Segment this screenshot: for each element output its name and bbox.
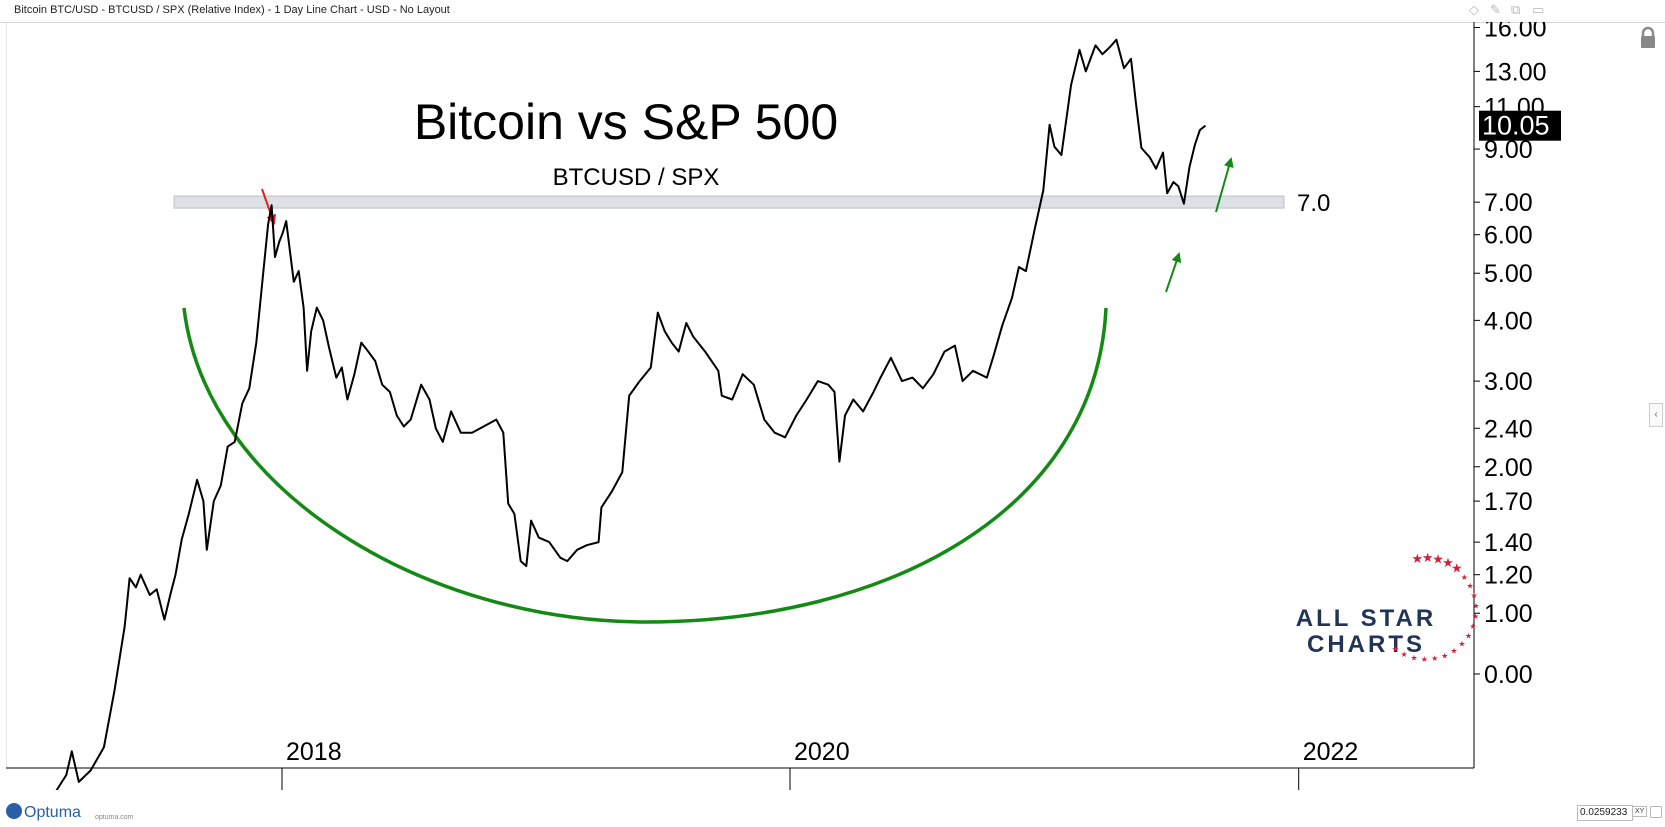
logo-star: ★ (1431, 654, 1438, 663)
optuma-brand: Optuma (6, 803, 81, 822)
logo-stars: ★★★★★★★★★★★★★★★★★★★★ (1392, 551, 1480, 664)
retest-up-arrow (1165, 252, 1182, 293)
support-band (173, 195, 1285, 209)
chart-area[interactable]: 7.0 Bitcoin vs S&P 500 BTCUSD / SPX 18.7… (6, 22, 1567, 790)
y-tick-label: 1.40 (1484, 529, 1533, 557)
price-line (55, 38, 1207, 790)
brand-name: Optuma (24, 804, 81, 821)
y-tick-label: 2.40 (1484, 415, 1533, 443)
optuma-logo-icon (6, 803, 22, 819)
logo-line1: ALL STAR (1296, 605, 1436, 632)
chart-subtitle: BTCUSD / SPX (553, 164, 720, 191)
logo-star: ★ (1450, 647, 1457, 656)
y-tick-label: 9.00 (1484, 136, 1533, 164)
y-tick-label: 6.00 (1484, 222, 1533, 250)
last-price-value: 10.05 (1482, 111, 1550, 141)
logo-star: ★ (1469, 622, 1476, 631)
x-tick-label: 2020 (794, 738, 850, 766)
lock-icon[interactable] (1638, 26, 1658, 50)
support-level-label: 7.0 (1297, 190, 1330, 217)
window-title-bar: Bitcoin BTC/USD - BTCUSD / SPX (Relative… (0, 0, 1665, 23)
logo-star: ★ (1472, 612, 1479, 621)
cursor-value-readout[interactable]: 0.0259233 (1577, 805, 1633, 821)
logo-star: ★ (1422, 551, 1434, 566)
logo-star: ★ (1432, 553, 1444, 568)
restore-icon[interactable]: ⧉ (1511, 2, 1521, 17)
logo-star: ★ (1471, 591, 1478, 600)
logo-star: ★ (1442, 556, 1454, 571)
xy-toggle-button[interactable]: XY (1632, 806, 1648, 817)
x-axis-ticks: 2018 2020 2022 (281, 738, 1359, 790)
logo-star: ★ (1421, 655, 1428, 664)
logo-line2: CHARTS (1307, 631, 1425, 658)
logo-star: ★ (1451, 562, 1463, 577)
maximize-icon[interactable]: ▭ (1532, 2, 1545, 17)
logo-star: ★ (1411, 552, 1423, 567)
y-tick-label: 1.00 (1484, 600, 1533, 628)
allstarcharts-logo: ALL STAR CHARTS ★★★★★★★★★★★★★★★★★★★★ (1296, 551, 1480, 664)
resize-handle[interactable] (1650, 806, 1662, 818)
logo-star: ★ (1467, 582, 1474, 591)
status-bar (0, 800, 1665, 827)
diamond-icon[interactable]: ◇ (1469, 2, 1479, 17)
last-price-tag (1479, 110, 1561, 141)
logo-star: ★ (1401, 650, 1408, 659)
x-tick-label: 2022 (1303, 738, 1359, 766)
y-tick-label: 3.00 (1484, 368, 1533, 396)
y-tick-label: 5.00 (1484, 260, 1533, 288)
window-title: Bitcoin BTC/USD - BTCUSD / SPX (Relative… (14, 4, 450, 16)
pin-icon[interactable]: ✎ (1490, 2, 1501, 17)
logo-star: ★ (1472, 602, 1479, 611)
y-tick-label: 1.70 (1484, 488, 1533, 516)
logo-star: ★ (1465, 632, 1472, 641)
logo-star: ★ (1458, 640, 1465, 649)
chart-title: Bitcoin vs S&P 500 (414, 94, 838, 150)
projection-up-arrow (1215, 157, 1234, 213)
chart-canvas[interactable]: 7.0 Bitcoin vs S&P 500 BTCUSD / SPX 18.7… (6, 22, 1567, 790)
y-tick-label: 2.00 (1484, 454, 1533, 482)
logo-star: ★ (1392, 644, 1399, 653)
y-tick-label: 0.00 (1484, 661, 1533, 689)
logo-star: ★ (1441, 651, 1448, 660)
brand-site: optuma.com (95, 814, 134, 821)
collapse-panel-icon[interactable]: ‹ (1649, 403, 1663, 427)
y-tick-label: 4.00 (1484, 307, 1533, 335)
logo-star: ★ (1461, 573, 1468, 582)
y-tick-label: 1.20 (1484, 562, 1533, 590)
y-tick-label: 7.00 (1484, 189, 1533, 217)
logo-star: ★ (1410, 654, 1417, 663)
x-tick-label: 2018 (286, 738, 342, 766)
cup-curve (182, 307, 1108, 624)
y-tick-label: 16.00 (1484, 22, 1547, 43)
y-tick-label: 13.00 (1484, 58, 1547, 86)
